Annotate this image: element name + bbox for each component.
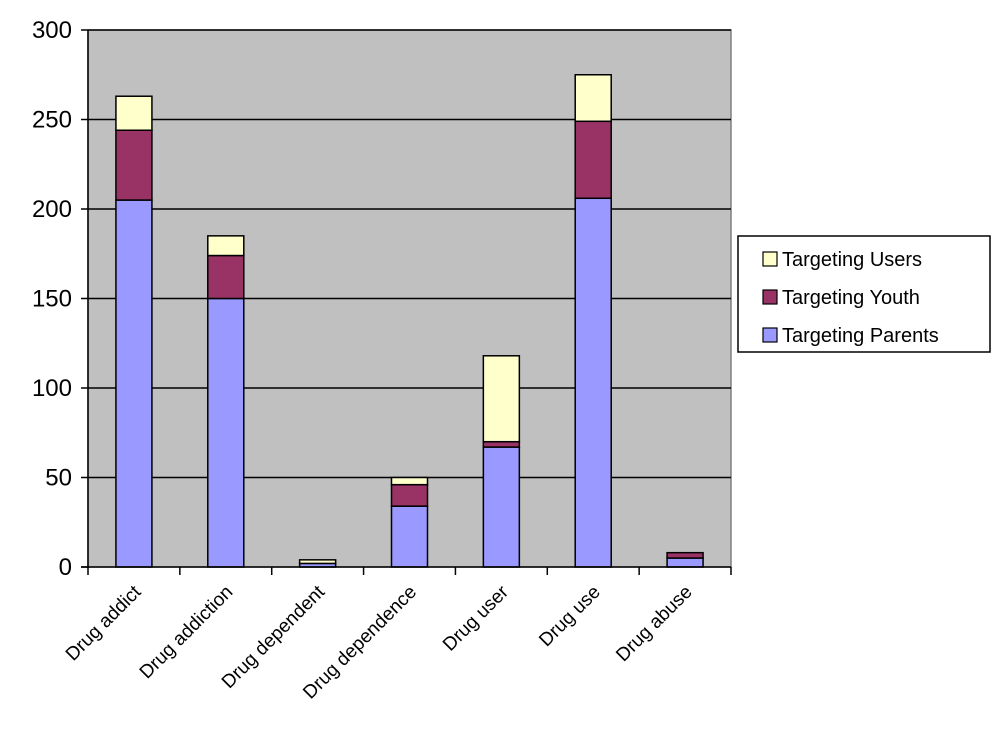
bar-segment	[115, 129, 153, 201]
legend-box	[737, 235, 991, 353]
gridlines	[88, 29, 731, 479]
axes	[81, 29, 732, 575]
x-tick-label: Drug user	[439, 581, 513, 655]
bars	[115, 74, 704, 568]
legend-swatch	[762, 251, 778, 267]
bar-segment	[574, 74, 612, 123]
x-tick-label: Drug addict	[62, 581, 146, 665]
bar-segment	[115, 199, 153, 568]
bar-segment	[574, 120, 612, 200]
y-tick-label: 100	[32, 375, 72, 402]
legend-swatch	[762, 289, 778, 305]
x-tick-label: Drug addiction	[136, 582, 237, 683]
bar-segment	[207, 235, 245, 257]
bar-segment	[207, 254, 245, 300]
bar-segment	[390, 476, 429, 486]
legend-label: Targeting Youth	[782, 287, 920, 309]
bar-segment	[482, 440, 521, 448]
bar-segment	[390, 505, 429, 568]
legend: Targeting Users Targeting Youth Targeting …	[737, 235, 991, 353]
bar-segment	[207, 297, 245, 568]
bar-segment	[574, 197, 612, 568]
legend-label: Targeting Users	[782, 249, 922, 271]
y-tick-label: 250	[32, 107, 72, 134]
bar-segment	[390, 483, 429, 507]
y-tick-label: 300	[32, 17, 72, 44]
y-tick-label: 200	[32, 196, 72, 223]
y-tick-labels: 0 50 100 150 200 250 300	[32, 17, 72, 581]
x-tick-label: Drug abuse	[612, 582, 696, 666]
bar-segment	[298, 559, 337, 565]
y-tick-label: 150	[32, 286, 72, 313]
y-tick-label: 0	[59, 554, 72, 581]
bar-segment	[666, 551, 704, 559]
bar-segment	[666, 557, 704, 568]
bar-segment	[482, 446, 521, 568]
x-tick-label: Drug use	[535, 582, 604, 651]
y-tick-label: 50	[45, 465, 72, 492]
legend-label: Targeting Parents	[782, 325, 939, 347]
legend-swatch	[762, 327, 778, 343]
bar-segment	[482, 355, 521, 443]
bar-segment	[115, 95, 153, 131]
